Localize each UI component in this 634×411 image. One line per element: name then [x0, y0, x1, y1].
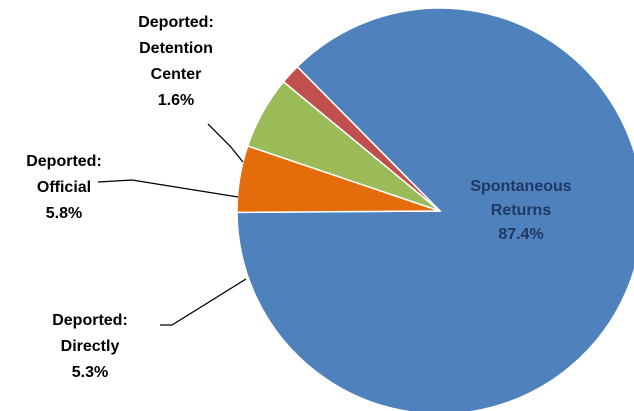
data-label-deported-directly: Deported: Directly 5.3% [52, 312, 128, 381]
data-label-deported-official: Deported: Official 5.8% [26, 153, 102, 222]
leader-line-deported-directly [160, 278, 247, 326]
pie-slice-deported-detention-center [282, 65, 441, 212]
leader-line-deported-official [97, 179, 239, 198]
data-label-spontaneous-returns: Spontaneous Returns 87.4% [470, 178, 571, 243]
data-label-deported-detention-center: Deported: Detention Center 1.6% [138, 14, 214, 109]
leader-line-deported-detention-center [207, 123, 244, 163]
pie-slice-spontaneous-returns [236, 7, 634, 411]
